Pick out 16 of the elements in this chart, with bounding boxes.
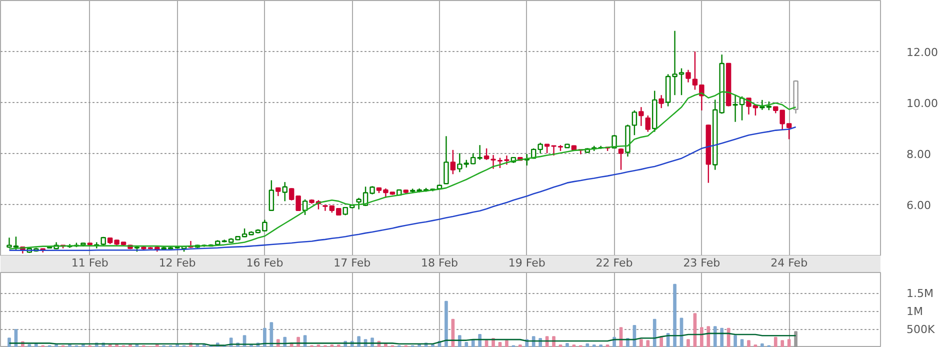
x-tick-label: 22 Feb: [596, 256, 633, 270]
x-tick-label: 11 Feb: [71, 256, 108, 270]
x-tick-label: 17 Feb: [334, 256, 371, 270]
x-tick-label: 23 Feb: [683, 256, 720, 270]
y-tick-label: 8.00: [906, 148, 931, 161]
y-tick-label: 500K: [906, 322, 936, 336]
x-tick-label: 24 Feb: [770, 256, 808, 270]
x-tick-label: 16 Feb: [246, 256, 284, 270]
y-tick-label: 10.00: [906, 97, 938, 110]
x-tick-label: 19 Feb: [508, 256, 546, 270]
y-tick-label: 12.00: [906, 46, 938, 59]
y-tick-label: 1.5M: [906, 286, 934, 300]
x-tick-label: 18 Feb: [421, 256, 458, 270]
x-tick-label: 12 Feb: [158, 256, 196, 270]
y-tick-label: 6.00: [906, 199, 931, 212]
y-tick-label: 1M: [906, 304, 923, 318]
